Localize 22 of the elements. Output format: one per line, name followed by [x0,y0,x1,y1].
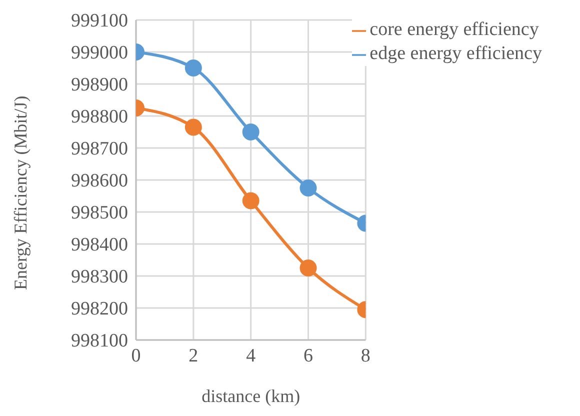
y-tick-label: 999000 [71,42,128,64]
y-tick-label: 998900 [71,74,128,96]
y-tick-label: 998200 [71,298,128,320]
y-tick-label: 998500 [71,202,128,224]
x-tick-label: 8 [360,345,370,366]
y-tick-label: 999100 [71,10,128,32]
x-tick-label: 4 [246,345,256,366]
x-tick-label: 6 [304,345,314,366]
y-tick-label: 998300 [71,266,128,288]
x-tick-label: 0 [131,345,141,366]
point [242,124,260,140]
legend-label: core energy efficiency [370,19,539,40]
y-tick-label: 998100 [71,330,128,352]
y-axis-title: Energy Efficiency (Mbit/J) [10,96,30,290]
x-axis-title: distance (km) [202,386,300,406]
y-tick-label: 998400 [71,234,128,256]
x-tick-label: 2 [188,345,198,366]
y-tick-label: 998800 [71,106,128,128]
y-tick-label: 998700 [71,138,128,160]
point [242,192,260,210]
legend-label: edge energy efficiency [370,43,542,64]
y-tick-label: 998600 [71,170,128,192]
